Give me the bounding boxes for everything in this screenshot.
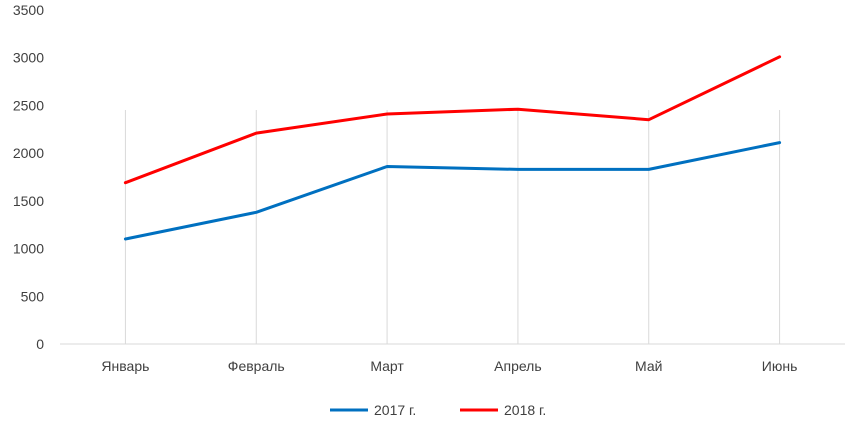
x-tick-label: Апрель — [494, 358, 542, 374]
x-tick-label: Февраль — [228, 358, 285, 374]
legend: 2017 г. 2018 г. — [330, 402, 546, 418]
y-tick-label: 3500 — [13, 2, 44, 18]
y-tick-label: 2500 — [13, 97, 44, 113]
y-tick-label: 2000 — [13, 145, 44, 161]
x-tick-label: Январь — [101, 358, 149, 374]
series-line-2 — [123, 55, 782, 185]
y-tick-label: 500 — [21, 288, 45, 304]
gridlines — [124, 110, 781, 344]
y-tick-label: 1000 — [13, 241, 44, 257]
x-tick-label: Июнь — [762, 358, 798, 374]
legend-label: 2018 г. — [504, 402, 546, 418]
y-tick-label: 0 — [36, 336, 44, 352]
y-tick-label: 3000 — [13, 50, 44, 66]
series — [123, 55, 782, 241]
y-tick-label: 1500 — [13, 193, 44, 209]
x-tick-label: Май — [635, 358, 662, 374]
x-tick-label: Март — [370, 358, 404, 374]
axes: 0 500 1000 1500 2000 2500 3000 3500 Январь Феврал… — [13, 2, 845, 374]
series-line-1 — [123, 141, 782, 241]
legend-label: 2017 г. — [374, 402, 416, 418]
